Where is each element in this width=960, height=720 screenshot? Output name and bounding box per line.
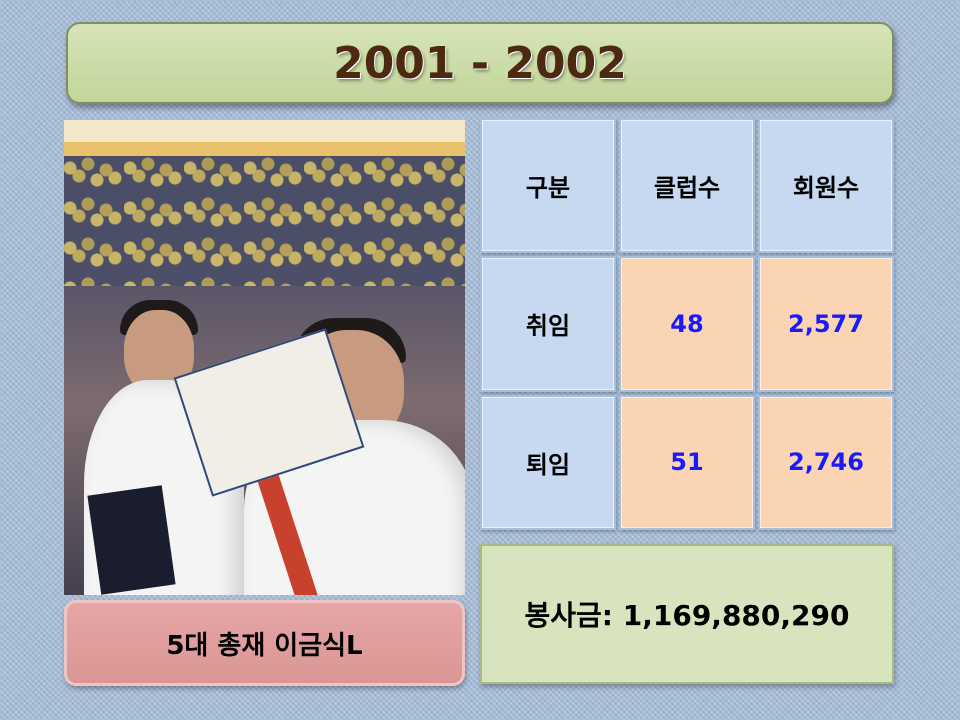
table-cell-members: 2,577 xyxy=(758,256,894,392)
photo-book xyxy=(87,485,176,595)
table-header-clubs: 클럽수 xyxy=(619,118,755,254)
table-row-label: 퇴임 xyxy=(480,394,616,530)
photo-banner-stripe xyxy=(64,142,465,156)
table-header-members: 회원수 xyxy=(758,118,894,254)
slide-title-bar: 2001 - 2002 xyxy=(66,22,894,104)
table-cell-clubs: 48 xyxy=(619,256,755,392)
table-header-category: 구분 xyxy=(480,118,616,254)
caption-box: 5대 총재 이금식L xyxy=(64,600,465,686)
table-cell-members: 2,746 xyxy=(758,394,894,530)
photo-crowd xyxy=(64,156,465,286)
service-fund-box: 봉사금: 1,169,880,290 xyxy=(480,544,894,684)
president-photo xyxy=(64,120,465,595)
photo-banner xyxy=(64,120,465,142)
table-cell-clubs: 51 xyxy=(619,394,755,530)
service-fund-text: 봉사금: 1,169,880,290 xyxy=(524,599,850,632)
table-row-label: 취임 xyxy=(480,256,616,392)
stats-table: 구분 클럽수 회원수 취임 48 2,577 퇴임 51 2,746 xyxy=(480,118,894,530)
caption-text: 5대 총재 이금식L xyxy=(166,630,363,661)
slide-title: 2001 - 2002 xyxy=(333,37,627,89)
